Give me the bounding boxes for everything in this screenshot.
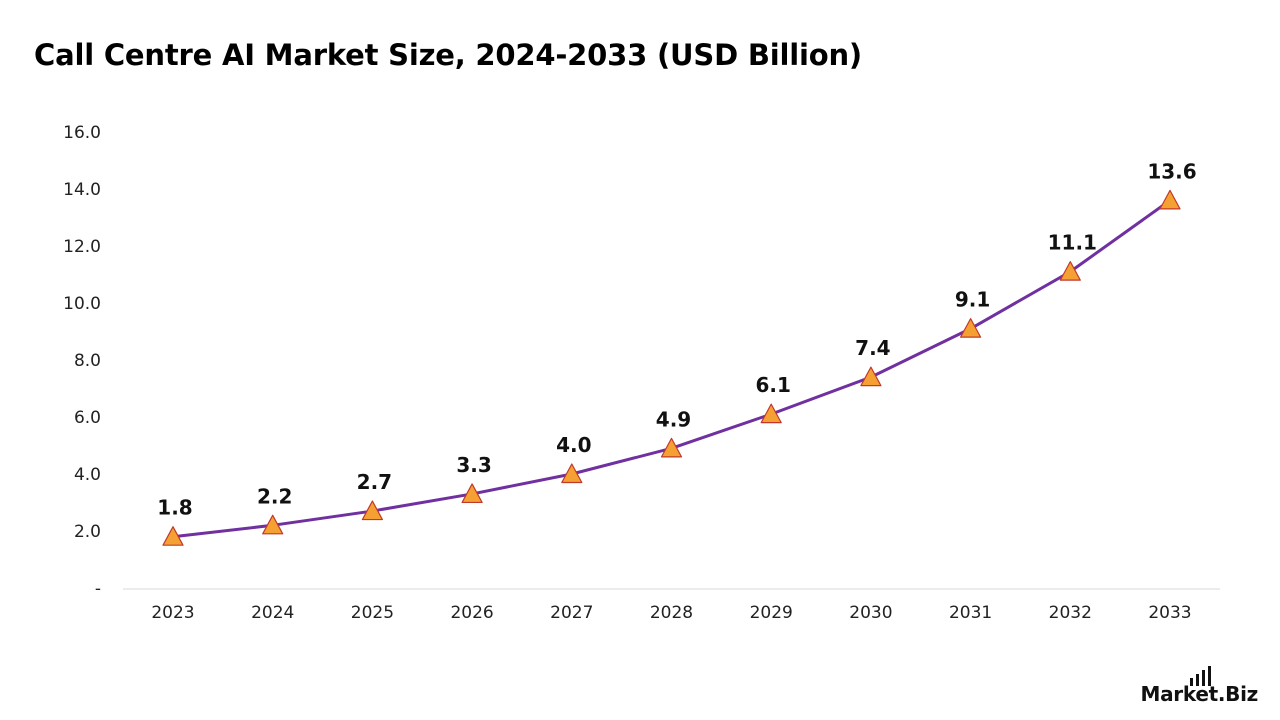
y-tick-label: 6.0 — [74, 408, 101, 428]
data-label: 2.2 — [257, 484, 292, 508]
data-label: 11.1 — [1048, 231, 1097, 255]
y-tick-label: 10.0 — [63, 294, 101, 314]
data-label: 7.4 — [855, 336, 890, 360]
x-tick-label: 2024 — [251, 603, 294, 623]
data-label: 2.7 — [357, 470, 392, 494]
data-point-marker — [760, 403, 782, 424]
y-tick-label: - — [95, 579, 101, 599]
data-point-marker — [461, 483, 483, 504]
data-point-marker — [561, 463, 583, 484]
series — [162, 189, 1181, 546]
data-label: 6.1 — [755, 373, 790, 397]
data-label: 4.0 — [556, 433, 591, 457]
data-label: 13.6 — [1147, 159, 1196, 183]
data-point-marker — [860, 366, 882, 387]
data-point-marker — [1159, 189, 1181, 210]
data-point-marker — [262, 514, 284, 535]
y-tick-label: 8.0 — [74, 351, 101, 371]
brand-name: Market.Biz — [1140, 682, 1259, 706]
x-tick-label: 2033 — [1148, 603, 1191, 623]
x-tick-label: 2029 — [750, 603, 793, 623]
axes: - 2.0 4.0 6.0 8.0 10.0 12.0 14.0 16.0 2023 2024 202… — [63, 123, 1220, 623]
x-tick-label: 2028 — [650, 603, 693, 623]
x-tick-label: 2026 — [450, 603, 493, 623]
y-tick-label: 4.0 — [74, 465, 101, 485]
y-tick-label: 14.0 — [63, 180, 101, 200]
x-tick-label: 2030 — [849, 603, 892, 623]
x-tick-label: 2023 — [151, 603, 194, 623]
y-tick-label: 12.0 — [63, 237, 101, 257]
x-tick-label: 2027 — [550, 603, 593, 623]
data-label: 9.1 — [955, 288, 990, 312]
data-label: 1.8 — [157, 496, 192, 520]
data-point-marker — [1059, 261, 1081, 281]
data-point-marker — [361, 500, 383, 521]
y-tick-label: 2.0 — [74, 522, 101, 542]
brand-logo: Market.Biz — [1140, 666, 1259, 706]
x-tick-label: 2032 — [1049, 603, 1092, 623]
x-tick-label: 2031 — [949, 603, 992, 623]
data-point-marker — [660, 437, 683, 458]
series-line — [171, 198, 1172, 539]
x-tick-label: 2025 — [351, 603, 394, 623]
data-labels: 1.8 2.2 2.7 3.3 4.0 4.9 6.1 7.4 9.1 11.1 13.6 — [157, 159, 1196, 519]
data-label: 3.3 — [456, 453, 491, 477]
y-tick-label: 16.0 — [63, 123, 101, 143]
data-point-marker — [959, 318, 982, 338]
data-point-marker — [162, 526, 184, 546]
data-label: 4.9 — [656, 407, 691, 431]
signal-bars-icon — [1190, 666, 1211, 686]
chart-title: Call Centre AI Market Size, 2024-2033 (U… — [34, 38, 862, 72]
